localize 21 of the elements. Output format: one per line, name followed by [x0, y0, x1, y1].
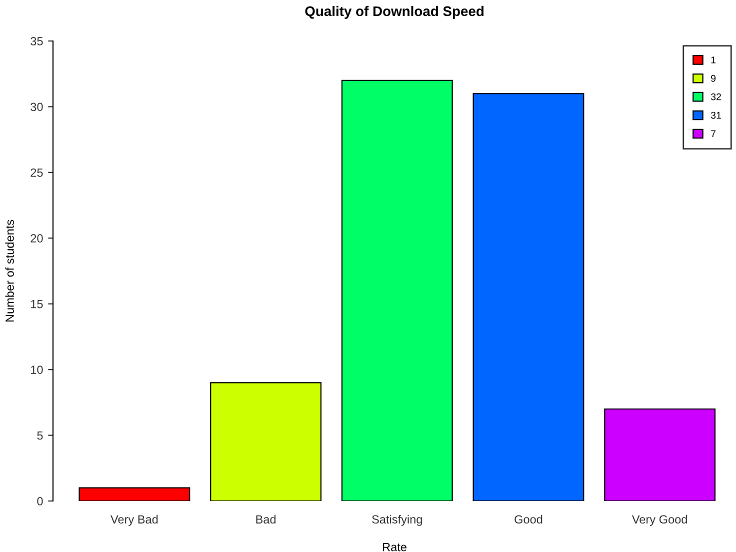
x-tick-label: Satisfying [372, 514, 422, 526]
legend-label: 31 [710, 112, 721, 119]
y-tick-label: 15 [31, 300, 43, 308]
x-tick-label: Very Good [632, 514, 687, 526]
x-tick-label: Good [514, 514, 542, 524]
x-tick-label: Very Bad [110, 514, 158, 526]
y-tick-label: 25 [30, 168, 43, 177]
y-axis-title: Number of students [5, 220, 14, 322]
y-tick-label: 20 [30, 234, 43, 243]
y-tick-label: 5 [37, 431, 43, 440]
legend-label: 9 [711, 74, 716, 82]
y-tick-label: 0 [37, 497, 43, 506]
legend-label: 1 [711, 56, 716, 64]
y-tick-label: 30 [30, 102, 43, 112]
x-axis-title: Rate [383, 542, 406, 552]
legend-label: 32 [710, 93, 721, 100]
y-tick-label: 35 [30, 37, 43, 46]
x-tick-label: Bad [256, 514, 276, 524]
chart-title: Quality of Download Speed [305, 6, 484, 19]
legend-label: 7 [711, 130, 716, 138]
y-tick-label: 10 [31, 366, 43, 374]
